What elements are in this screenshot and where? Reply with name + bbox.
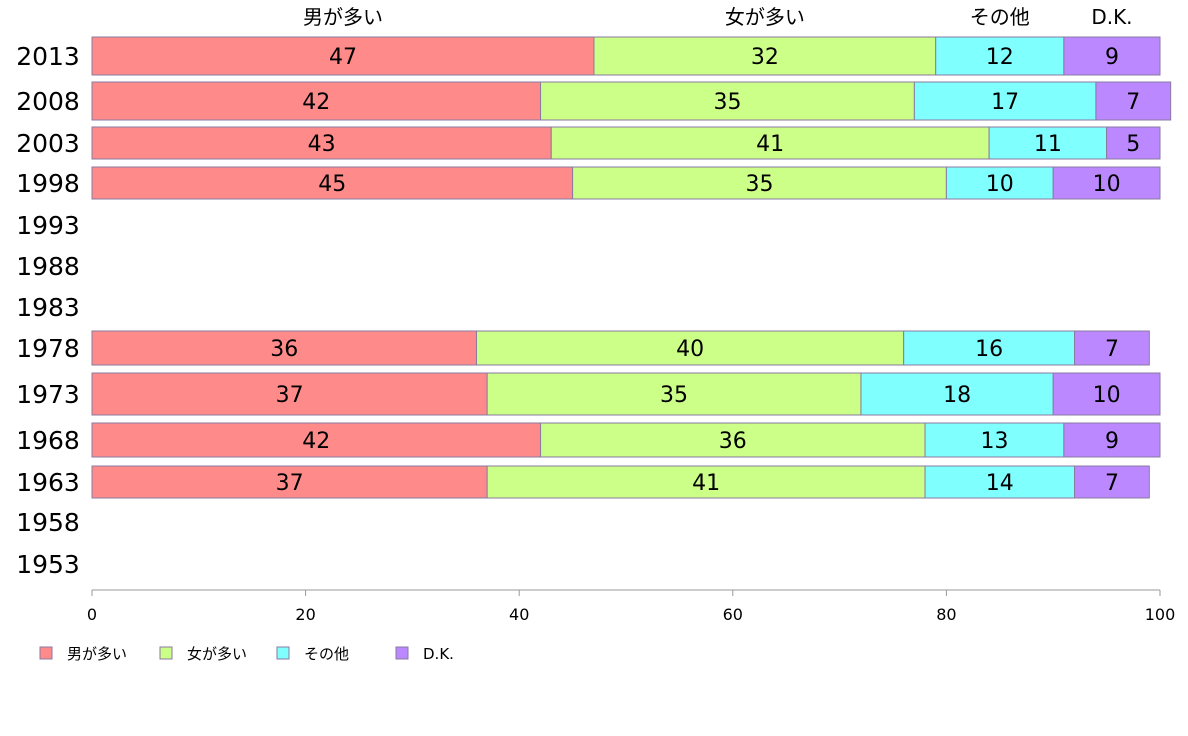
x-tick-label: 80 <box>936 605 956 624</box>
data-label: 17 <box>991 90 1019 115</box>
data-label: 5 <box>1126 132 1140 157</box>
data-label: 43 <box>308 132 336 157</box>
bar-segment <box>91 465 488 499</box>
legend-label: 男が多い <box>67 645 127 663</box>
data-label: 9 <box>1105 45 1119 70</box>
bar-segment <box>1063 36 1161 76</box>
legend: 男が多い 女が多い その他 D.K. <box>39 645 454 663</box>
bar-segment <box>91 422 542 458</box>
x-axis: 0 20 40 60 80 100 <box>87 589 1176 624</box>
data-label: 42 <box>302 90 330 115</box>
legend-swatch <box>276 646 290 660</box>
bar-segment <box>1106 126 1161 160</box>
legend-label: D.K. <box>423 645 454 663</box>
bar-segment <box>1052 372 1161 416</box>
bar-segment <box>924 422 1065 458</box>
data-label: 41 <box>756 132 784 157</box>
x-tick-label: 100 <box>1145 605 1176 624</box>
bars: 47 32 12 9 42 35 17 7 43 41 11 5 45 35 10 10 36 40 16 7 37 35… <box>91 36 1172 499</box>
category-label: 2013 <box>16 42 80 71</box>
bar-segment <box>572 166 947 200</box>
data-label: 45 <box>318 172 346 197</box>
data-label: 10 <box>1093 383 1121 408</box>
data-label: 14 <box>986 471 1014 496</box>
data-label: 18 <box>943 383 971 408</box>
category-labels: 2013 2008 2003 1998 1993 1988 1983 1978 1973 1968… <box>16 42 80 579</box>
category-label: 1998 <box>16 169 80 198</box>
bar-segment <box>1052 166 1161 200</box>
bar-segment <box>91 372 488 416</box>
bar-segment <box>935 36 1065 76</box>
data-label: 41 <box>692 471 720 496</box>
data-label: 9 <box>1105 429 1119 454</box>
bar-segment <box>860 372 1054 416</box>
data-label: 47 <box>329 45 357 70</box>
x-tick-label: 20 <box>295 605 315 624</box>
data-label: 7 <box>1126 90 1140 115</box>
bar-segment <box>91 81 542 121</box>
data-label: 37 <box>276 383 304 408</box>
bar-segment <box>91 166 574 200</box>
series-top-label: D.K. <box>1091 5 1132 29</box>
category-label: 2008 <box>16 87 80 116</box>
data-label: 7 <box>1105 471 1119 496</box>
bar-segment <box>1074 330 1150 366</box>
bar-segment <box>593 36 937 76</box>
bar-segment <box>913 81 1097 121</box>
legend-swatch <box>395 646 409 660</box>
series-top-label: 女が多い <box>725 5 805 29</box>
x-tick-label: 40 <box>509 605 529 624</box>
category-label: 1978 <box>16 334 80 363</box>
data-label: 42 <box>302 429 330 454</box>
bar-segment <box>1095 81 1172 121</box>
category-label: 1983 <box>16 293 80 322</box>
x-tick-label: 0 <box>87 605 97 624</box>
series-top-label: その他 <box>970 5 1030 29</box>
data-label: 12 <box>986 45 1014 70</box>
legend-label: 女が多い <box>187 645 247 663</box>
bar-segment <box>91 36 595 76</box>
data-label: 32 <box>751 45 779 70</box>
bar-segment <box>1063 422 1161 458</box>
category-label: 1953 <box>16 550 80 579</box>
x-tick-label: 60 <box>723 605 743 624</box>
bar-segment <box>486 372 862 416</box>
data-label: 10 <box>1093 172 1121 197</box>
bar-segment <box>903 330 1076 366</box>
bar-segment <box>550 126 990 160</box>
data-label: 13 <box>980 429 1008 454</box>
series-top-label: 男が多い <box>303 5 383 29</box>
category-label: 1958 <box>16 508 80 537</box>
bar-segment <box>475 330 905 366</box>
data-label: 16 <box>975 337 1003 362</box>
category-label: 1963 <box>16 468 80 497</box>
data-label: 36 <box>719 429 747 454</box>
data-label: 11 <box>1034 132 1062 157</box>
data-label: 35 <box>746 172 774 197</box>
data-label: 37 <box>276 471 304 496</box>
category-label: 1993 <box>16 211 80 240</box>
bar-segment <box>540 81 915 121</box>
bar-segment <box>91 126 552 160</box>
category-label: 2003 <box>16 129 80 158</box>
data-label: 36 <box>270 337 298 362</box>
bar-segment <box>924 465 1076 499</box>
data-label: 7 <box>1105 337 1119 362</box>
category-label: 1968 <box>16 426 80 455</box>
data-label: 35 <box>713 90 741 115</box>
bar-segment <box>91 330 477 366</box>
data-label: 40 <box>676 337 704 362</box>
legend-label: その他 <box>304 645 349 663</box>
data-label: 35 <box>660 383 688 408</box>
legend-swatch <box>159 646 173 660</box>
legend-swatch <box>39 646 53 660</box>
category-label: 1973 <box>16 380 80 409</box>
data-label: 10 <box>986 172 1014 197</box>
category-label: 1988 <box>16 252 80 281</box>
top-series-labels: 男が多い 女が多い その他 D.K. <box>303 5 1133 29</box>
bar-segment <box>1074 465 1150 499</box>
